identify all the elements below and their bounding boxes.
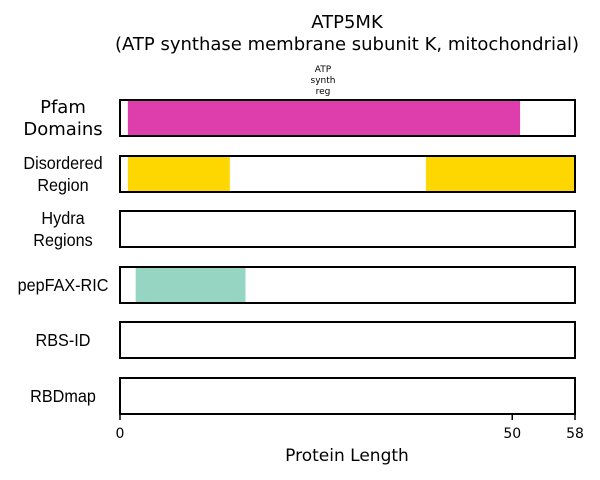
x-tick-label: 0: [116, 426, 125, 442]
segment-annotation: ATP: [315, 65, 332, 75]
segment-bar: [425, 156, 575, 192]
track-rbs-id: RBS-ID: [36, 321, 576, 359]
track-label: Regions: [33, 230, 92, 250]
x-tick-label: 50: [503, 426, 521, 442]
track-frame: [119, 377, 576, 415]
segment-bar: [127, 156, 230, 192]
track-label: Disordered: [23, 153, 102, 173]
track-label: pepFAX-RIC: [18, 275, 109, 295]
track-frame: [119, 266, 576, 304]
track-label: RBDmap: [30, 386, 96, 406]
segment-annotation: synth: [311, 76, 336, 86]
track-label: RBS-ID: [36, 330, 91, 350]
track-label: Region: [37, 175, 88, 195]
track-rbdmap: RBDmap: [30, 377, 576, 415]
track-frame: [119, 210, 576, 248]
track-frame: [119, 99, 576, 137]
segment-bar: [135, 267, 246, 303]
track-frame: [119, 155, 576, 193]
x-tick-label: 58: [566, 426, 584, 442]
chart-title: ATP5MK: [311, 12, 384, 33]
track-label: Pfam: [40, 97, 86, 118]
track-label: Domains: [23, 119, 102, 140]
track-label: Hydra: [41, 208, 85, 228]
track-pepfax-ric: pepFAX-RIC: [18, 266, 576, 304]
segment-bar: [127, 100, 521, 136]
x-axis: 0 50 58: [116, 414, 584, 442]
chart-subtitle: (ATP synthase membrane subunit K, mitoch…: [115, 34, 579, 55]
track-frame: [119, 321, 576, 359]
segment-annotation: reg: [316, 87, 331, 97]
x-axis-label: Protein Length: [285, 446, 409, 466]
